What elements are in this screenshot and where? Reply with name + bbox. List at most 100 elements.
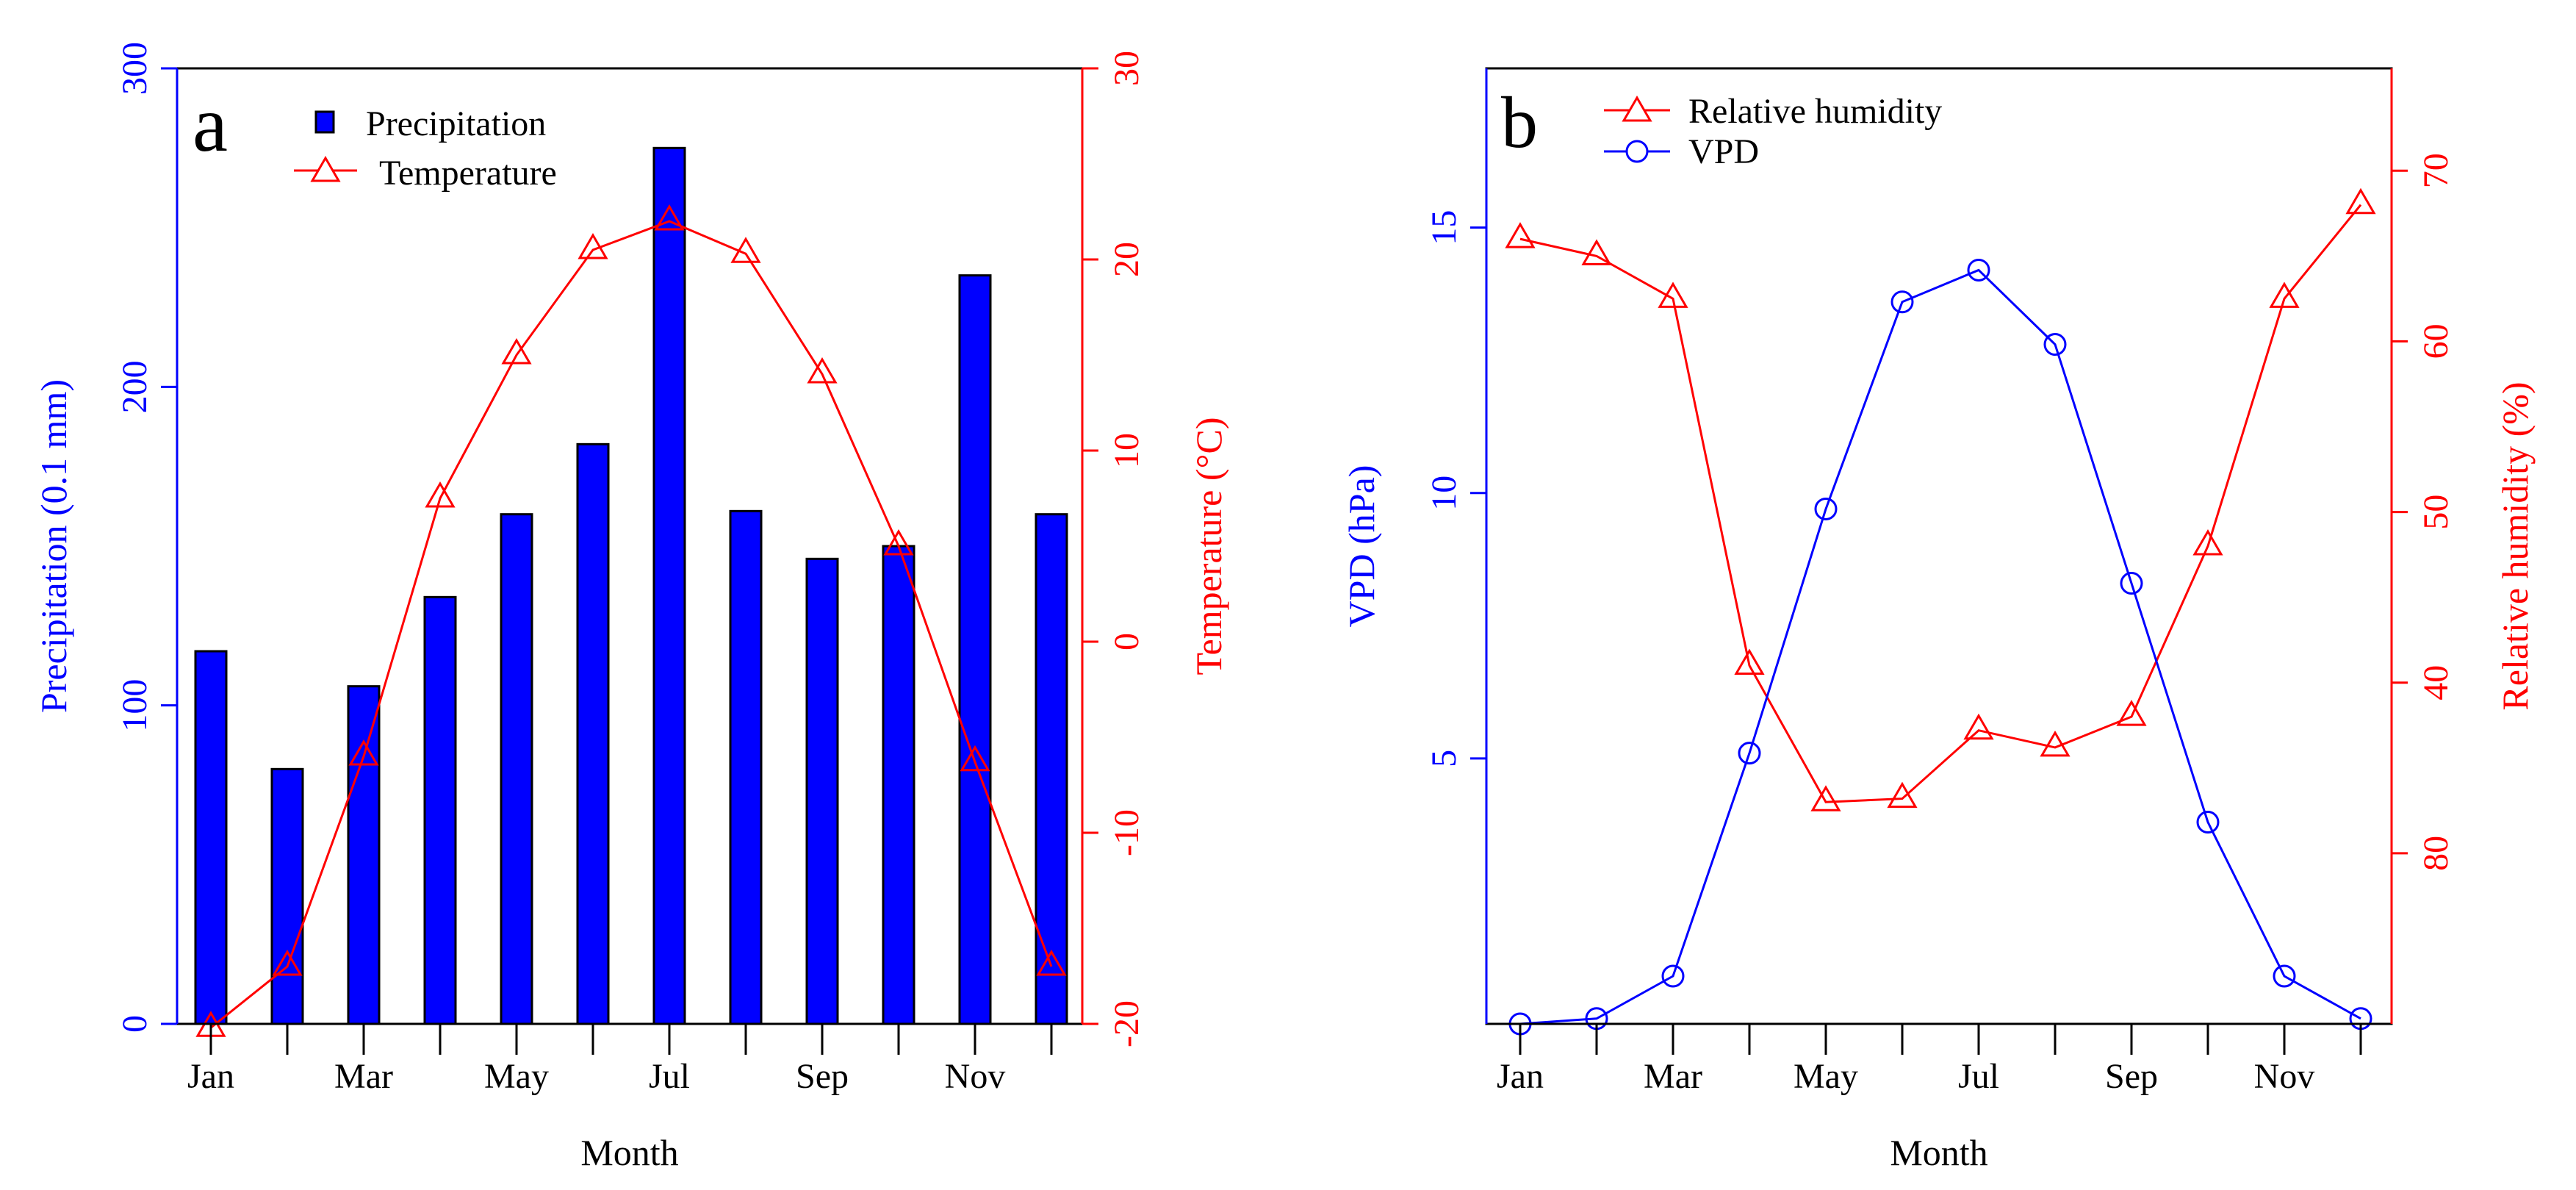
right-axis-ticks: -20 -10 0 10 20 30: [1082, 51, 1146, 1047]
x-tick-label: May: [484, 1057, 549, 1096]
precipitation-bars: [194, 146, 1068, 1025]
relative-humidity-point: [2192, 529, 2223, 556]
y-right-tick-label: -10: [1107, 809, 1146, 856]
precipitation-bar: [194, 650, 228, 1025]
y-right-tick-label: 50: [2417, 495, 2456, 530]
panel-label: b: [1501, 82, 1538, 163]
y-right-tick-label: 20: [1107, 242, 1146, 277]
x-axis-ticks: Jan Mar May Jul Sep Nov: [1497, 1024, 2362, 1096]
legend-label-vpd: VPD: [1688, 132, 1759, 171]
precipitation-bar: [500, 513, 533, 1025]
precipitation-bar: [423, 595, 457, 1025]
right-axis-title: Relative humidity (%): [2494, 381, 2536, 710]
vpd-point: [1814, 497, 1838, 520]
vpd-point: [2120, 572, 2143, 595]
left-axis-title: Precipitation (0.1 mm): [33, 379, 74, 713]
x-axis-title: Month: [1890, 1132, 1987, 1173]
precipitation-bar: [729, 509, 763, 1025]
plot-frame: [1485, 67, 2393, 1025]
relative-humidity-point: [1505, 222, 1536, 248]
right-axis-ticks: 80 40 50 60 70: [2392, 153, 2456, 871]
relative-humidity-point: [2040, 730, 2070, 757]
temperature-point: [425, 481, 456, 508]
panel-b: Jan Mar May Jul Sep Nov 5 10 15 80 40 50 60 70 b Mo…: [1341, 67, 2536, 1173]
temperature-point: [883, 529, 914, 556]
x-axis-ticks: Jan Mar May Jul Sep Nov: [187, 1024, 1053, 1096]
y-left-tick-label: 15: [1425, 210, 1464, 245]
y-left-tick-label: 0: [115, 1015, 154, 1033]
relative-humidity-point: [1810, 785, 1841, 811]
precipitation-bar: [576, 442, 610, 1025]
y-left-tick-label: 5: [1425, 750, 1464, 767]
x-axis-title: Month: [580, 1132, 678, 1173]
y-left-tick-label: 10: [1425, 476, 1464, 511]
x-tick-label: Jan: [1497, 1057, 1544, 1096]
legend: Precipitation Temperature: [294, 104, 557, 193]
temperature-point: [960, 745, 990, 772]
x-tick-label: Jul: [1958, 1057, 1999, 1096]
x-tick-label: May: [1794, 1057, 1858, 1096]
relative-humidity-point: [1963, 713, 1994, 740]
temperature-series: [195, 204, 1067, 1037]
relative-humidity-point: [2345, 187, 2376, 215]
temperature-point: [348, 739, 379, 766]
precipitation-bar: [270, 767, 304, 1025]
precipitation-bar: [805, 557, 839, 1025]
x-tick-label: Sep: [796, 1057, 849, 1096]
relative-humidity-point: [2269, 282, 2300, 308]
legend-label-relative-humidity: Relative humidity: [1688, 92, 1942, 131]
temperature-point: [272, 950, 303, 976]
y-left-tick-label: 100: [115, 679, 154, 732]
precipitation-bar: [882, 545, 915, 1025]
x-tick-label: Mar: [334, 1057, 393, 1096]
x-tick-label: Sep: [2105, 1057, 2158, 1096]
relative-humidity-point: [2116, 700, 2147, 726]
temperature-point: [578, 233, 608, 259]
vpd-point: [2196, 811, 2220, 834]
left-axis-title: VPD (hPa): [1341, 465, 1382, 628]
plot-frame: [176, 67, 1084, 1025]
legend-bar-swatch: [314, 110, 335, 134]
x-tick-label: Mar: [1644, 1057, 1702, 1096]
vpd-point: [1967, 258, 1990, 282]
legend-triangle-icon: [1622, 96, 1652, 122]
relative-humidity-point: [1734, 648, 1765, 675]
relative-humidity-point: [1581, 239, 1612, 265]
y-right-tick-label: 70: [2417, 153, 2456, 188]
x-tick-label: Nov: [2254, 1057, 2315, 1096]
panel-a: Jan Mar May Jul Sep Nov 0 100 200 300 -20 -10 0 10 2…: [33, 42, 1229, 1173]
precipitation-bar: [652, 146, 686, 1025]
legend-circle-icon: [1625, 140, 1649, 163]
legend-label-precipitation: Precipitation: [366, 104, 546, 143]
temperature-line: [210, 220, 1053, 1029]
y-right-tick-label: 0: [1107, 633, 1146, 650]
temperature-point: [730, 237, 761, 263]
precipitation-bar: [347, 685, 381, 1025]
legend-triangle-icon: [310, 156, 341, 182]
y-right-tick-label: -20: [1107, 1000, 1146, 1047]
temperature-point: [501, 338, 532, 365]
precipitation-bar: [958, 274, 992, 1025]
y-left-tick-label: 200: [115, 360, 154, 413]
x-tick-label: Jan: [187, 1057, 234, 1096]
right-axis-title: Temperature (°C): [1188, 417, 1229, 675]
legend-label-temperature: Temperature: [379, 154, 557, 193]
x-tick-label: Nov: [945, 1057, 1006, 1096]
panel-label: a: [193, 81, 228, 168]
vpd-point: [1738, 742, 1761, 765]
relative-humidity-point: [1887, 781, 1918, 809]
relative-humidity-point: [1658, 282, 1688, 308]
left-axis-ticks: 0 100 200 300: [115, 42, 177, 1033]
vpd-series: [1508, 258, 2372, 1036]
y-right-tick-label: 60: [2417, 323, 2456, 359]
x-tick-label: Jul: [649, 1057, 690, 1096]
y-left-tick-label: 300: [115, 42, 154, 95]
y-right-tick-label: 30: [1107, 51, 1146, 86]
vpd-point: [2273, 964, 2296, 988]
vpd-point: [1661, 964, 1685, 988]
vpd-line: [1519, 268, 2361, 1025]
relative-humidity-series: [1505, 187, 2376, 811]
temperature-point: [654, 204, 685, 231]
legend: Relative humidity VPD: [1604, 92, 1942, 171]
temperature-point: [1036, 950, 1067, 976]
